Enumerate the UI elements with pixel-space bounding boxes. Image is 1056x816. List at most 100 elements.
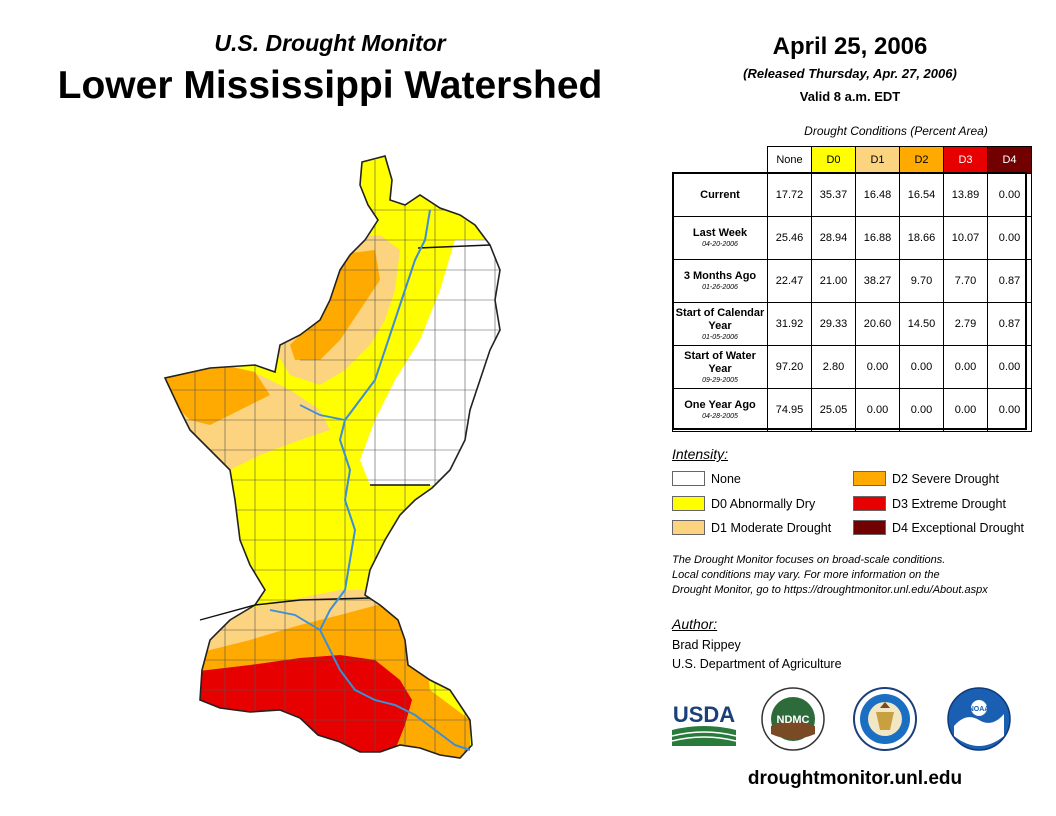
table-cell: 22.47 bbox=[767, 259, 812, 303]
legend-item-d3: D3 Extreme Drought bbox=[853, 496, 1006, 511]
table-cell: 28.94 bbox=[811, 216, 856, 260]
author-org: U.S. Department of Agriculture bbox=[672, 657, 842, 671]
table-cell: 97.20 bbox=[767, 345, 812, 389]
arkansas-river bbox=[299, 404, 346, 421]
table-cell: 9.70 bbox=[899, 259, 944, 303]
legend-title: Intensity: bbox=[672, 446, 729, 462]
table-cell: 10.07 bbox=[943, 216, 988, 260]
mississippi-river bbox=[318, 209, 471, 751]
table-cell: 0.00 bbox=[899, 345, 944, 389]
table-cell: 20.60 bbox=[855, 302, 900, 346]
drought-map bbox=[163, 155, 501, 759]
legend-swatch bbox=[672, 496, 705, 511]
legend-swatch bbox=[672, 520, 705, 535]
header-blank bbox=[673, 147, 768, 174]
table-cell: 38.27 bbox=[855, 259, 900, 303]
table-row: One Year Ago 04-28-2005 74.95 25.05 0.00 … bbox=[672, 388, 1032, 432]
table-cell: 14.50 bbox=[899, 302, 944, 346]
table-row: Start of Calendar Year 01-05-2006 31.92 2… bbox=[672, 302, 1032, 346]
area-d3-south bbox=[190, 655, 412, 758]
noaa-logo: NOAA bbox=[947, 687, 1011, 751]
watershed-outline bbox=[163, 155, 501, 759]
table-cell: 13.89 bbox=[943, 173, 988, 217]
drought-conditions-table: None D0 D1 D2 D3 D4 Current 17.72 35.37 … bbox=[672, 146, 1032, 432]
table-cell: 0.00 bbox=[855, 388, 900, 432]
table-cell: 0.00 bbox=[987, 216, 1032, 260]
table-cell: 17.72 bbox=[767, 173, 812, 217]
row-label: Last Week 04-20-2006 bbox=[672, 216, 768, 260]
about-link[interactable]: Drought Monitor, go to https://droughtmo… bbox=[672, 584, 988, 596]
table-row: Start of Water Year 09-29-2005 97.20 2.80… bbox=[672, 345, 1032, 389]
table-cell: 31.92 bbox=[767, 302, 812, 346]
row-date: 01-26-2006 bbox=[702, 284, 738, 291]
col-header-d2: D2 bbox=[899, 146, 944, 174]
legend-item-d2: D2 Severe Drought bbox=[853, 471, 999, 486]
col-header-d1: D1 bbox=[855, 146, 900, 174]
table-row: Last Week 04-20-2006 25.46 28.94 16.88 18… bbox=[672, 216, 1032, 260]
map-title: Lower Mississippi Watershed bbox=[57, 64, 603, 107]
svg-text:NDMC: NDMC bbox=[777, 714, 810, 726]
legend-swatch bbox=[853, 496, 886, 511]
table-cell: 0.00 bbox=[855, 345, 900, 389]
table-cell: 0.87 bbox=[987, 259, 1032, 303]
legend-item-none: None bbox=[672, 471, 741, 486]
area-d2-north bbox=[290, 250, 380, 360]
ndmc-logo: NDMC bbox=[761, 687, 825, 751]
table-header-row: None D0 D1 D2 D3 D4 bbox=[673, 146, 1032, 174]
table-cell: 7.70 bbox=[943, 259, 988, 303]
legend-swatch bbox=[853, 471, 886, 486]
table-cell: 25.46 bbox=[767, 216, 812, 260]
table-cell: 16.54 bbox=[899, 173, 944, 217]
release-date: (Released Thursday, Apr. 27, 2006) bbox=[743, 66, 957, 81]
col-header-d0: D0 bbox=[811, 146, 856, 174]
col-header-d3: D3 bbox=[943, 146, 988, 174]
table-cell: 0.00 bbox=[987, 173, 1032, 217]
table-row: 3 Months Ago 01-26-2006 22.47 21.00 38.27… bbox=[672, 259, 1032, 303]
legend-swatch bbox=[672, 471, 705, 486]
table-cell: 0.00 bbox=[943, 345, 988, 389]
row-label: 3 Months Ago 01-26-2006 bbox=[672, 259, 768, 303]
row-date: 04-28-2005 bbox=[702, 413, 738, 420]
legend-item-d4: D4 Exceptional Drought bbox=[853, 520, 1024, 535]
red-river bbox=[269, 609, 321, 631]
table-cell: 29.33 bbox=[811, 302, 856, 346]
row-label: One Year Ago 04-28-2005 bbox=[672, 388, 768, 432]
svg-text:NOAA: NOAA bbox=[969, 706, 990, 713]
legend-swatch bbox=[853, 520, 886, 535]
table-caption: Drought Conditions (Percent Area) bbox=[804, 124, 988, 138]
state-lines bbox=[199, 244, 491, 621]
table-cell: 0.87 bbox=[987, 302, 1032, 346]
usda-logo: USDA bbox=[671, 702, 737, 746]
table-cell: 0.00 bbox=[943, 388, 988, 432]
table-cell: 74.95 bbox=[767, 388, 812, 432]
table-cell: 18.66 bbox=[899, 216, 944, 260]
drought-areas bbox=[165, 156, 500, 758]
legend-item-d0: D0 Abnormally Dry bbox=[672, 496, 815, 511]
table-cell: 0.00 bbox=[987, 345, 1032, 389]
row-date: 01-05-2006 bbox=[702, 333, 738, 341]
table-cell: 0.00 bbox=[987, 388, 1032, 432]
svg-text:USDA: USDA bbox=[673, 702, 735, 727]
table-cell: 16.48 bbox=[855, 173, 900, 217]
row-label: Start of Water Year 09-29-2005 bbox=[672, 345, 768, 389]
table-cell: 2.80 bbox=[811, 345, 856, 389]
row-label: Start of Calendar Year 01-05-2006 bbox=[672, 302, 768, 346]
table-cell: 25.05 bbox=[811, 388, 856, 432]
table-cell: 16.88 bbox=[855, 216, 900, 260]
row-date: 09-29-2005 bbox=[702, 376, 738, 384]
table-cell: 35.37 bbox=[811, 173, 856, 217]
author-name: Brad Rippey bbox=[672, 638, 741, 652]
map-subtitle: U.S. Drought Monitor bbox=[214, 30, 446, 56]
author-title: Author: bbox=[672, 616, 718, 632]
table-cell: 2.79 bbox=[943, 302, 988, 346]
table-cell: 0.00 bbox=[899, 388, 944, 432]
commerce-seal-logo bbox=[853, 687, 917, 751]
row-date: 04-20-2006 bbox=[702, 241, 738, 248]
valid-time: Valid 8 a.m. EDT bbox=[799, 89, 901, 104]
website-link[interactable]: droughtmonitor.unl.edu bbox=[747, 768, 963, 789]
info-note: The Drought Monitor focuses on broad-sca… bbox=[672, 553, 1042, 598]
col-header-none: None bbox=[767, 146, 812, 174]
map-date: April 25, 2006 bbox=[772, 33, 928, 60]
col-header-d4: D4 bbox=[987, 146, 1032, 174]
table-row: Current 17.72 35.37 16.48 16.54 13.89 0.… bbox=[672, 173, 1032, 217]
